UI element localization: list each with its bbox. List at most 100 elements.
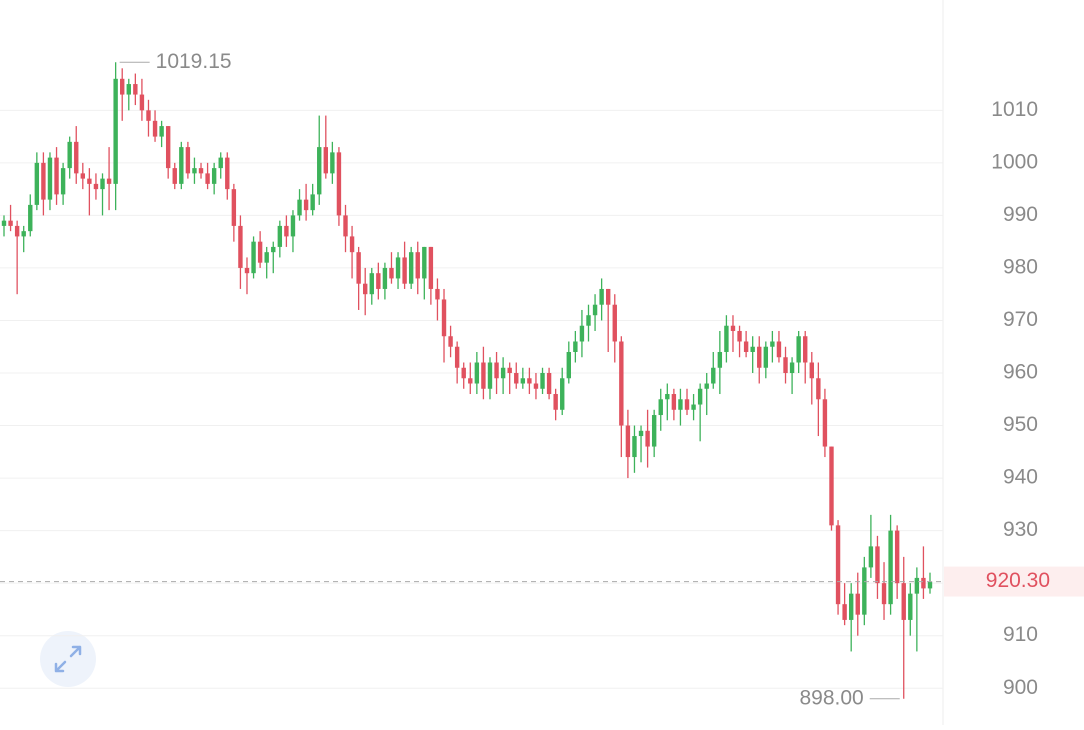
candle-body: [697, 388, 703, 405]
candle-body: [743, 341, 749, 352]
candle-body: [783, 357, 788, 374]
candle-body: [678, 399, 683, 410]
candle-body: [67, 141, 72, 169]
candle-body: [822, 399, 828, 447]
candle-body: [737, 330, 742, 342]
candle-body: [126, 84, 131, 95]
candle-body: [691, 404, 696, 410]
candle-body: [454, 346, 460, 368]
last-price-label: 920.30: [986, 569, 1050, 592]
candle-body: [875, 546, 880, 584]
candle-body: [152, 120, 158, 137]
candle-body: [290, 215, 296, 237]
candle-body: [422, 246, 427, 279]
candle-body: [14, 225, 20, 237]
y-tick-label: 980: [1003, 255, 1038, 278]
candle-body: [120, 78, 125, 95]
candle-body: [848, 593, 854, 620]
candle-body: [100, 178, 105, 190]
candle-body: [881, 583, 887, 605]
candle-body: [343, 215, 348, 237]
candle-body: [776, 341, 782, 358]
candle-body: [363, 283, 368, 295]
candle-body: [757, 346, 762, 368]
candle-body: [573, 341, 578, 352]
candle-body: [507, 367, 512, 374]
candle-body: [888, 530, 893, 605]
candle-body: [500, 367, 506, 379]
candle-body: [80, 173, 86, 179]
candle-body: [185, 147, 191, 174]
candle-body: [533, 383, 539, 389]
candle-body: [750, 346, 755, 352]
candle-body: [803, 336, 808, 363]
candle-body: [21, 231, 26, 237]
candle-body: [560, 378, 565, 410]
candle-body: [835, 525, 841, 605]
y-tick-label: 990: [1003, 203, 1038, 226]
candle-body: [671, 394, 677, 410]
candle-body: [165, 126, 171, 169]
candle-body: [376, 273, 381, 289]
candle-body: [264, 252, 269, 263]
candle-body: [908, 593, 913, 620]
candle-body: [540, 373, 545, 389]
candle-body: [218, 157, 223, 169]
candle-body: [927, 581, 933, 589]
candle-body: [566, 351, 571, 379]
expand-icon[interactable]: [54, 645, 82, 673]
candle-body: [855, 593, 860, 615]
y-tick-label: 950: [1003, 413, 1038, 436]
candle-body: [356, 252, 361, 284]
candle-body: [257, 241, 263, 263]
candle-body: [461, 367, 466, 379]
candle-body: [665, 394, 670, 400]
candle-body: [349, 236, 355, 253]
candle-body: [586, 315, 591, 326]
candle-body: [730, 325, 736, 331]
y-tick-label: 1010: [991, 98, 1038, 121]
y-tick-label: 900: [1003, 676, 1038, 699]
candle-body: [1, 220, 7, 226]
y-tick-label: 910: [1003, 623, 1038, 646]
candle-body: [60, 168, 66, 195]
candle-body: [789, 362, 795, 374]
candle-body: [632, 436, 637, 458]
candle-body: [93, 183, 99, 190]
candle-body: [468, 378, 473, 384]
candle-body: [297, 199, 302, 216]
candle-body: [41, 162, 46, 200]
candle-body: [487, 362, 493, 389]
candle-body: [448, 336, 453, 347]
candle-body: [894, 530, 900, 584]
candle-body: [914, 577, 920, 594]
y-tick-label: 960: [1003, 361, 1038, 384]
candle-body: [369, 273, 374, 295]
y-tick-label: 970: [1003, 308, 1038, 331]
candle-body: [605, 288, 611, 305]
candle-body: [54, 157, 59, 195]
candle-body: [474, 362, 480, 384]
candle-body: [330, 152, 335, 174]
candle-body: [159, 126, 164, 137]
y-tick-label: 1000: [991, 150, 1038, 173]
candle-body: [842, 604, 847, 620]
expand-button[interactable]: [40, 631, 96, 687]
candle-body: [323, 147, 329, 174]
candle-body: [415, 252, 420, 279]
expand-circle[interactable]: [40, 631, 96, 687]
candle-body: [192, 168, 197, 174]
candle-body: [599, 288, 604, 305]
candle-body: [238, 225, 243, 268]
candle-body: [441, 299, 447, 337]
candle-body: [139, 94, 145, 111]
candle-body: [179, 147, 184, 184]
candle-body: [408, 252, 414, 284]
candle-body: [704, 383, 709, 389]
candle-body: [303, 199, 309, 211]
candle-body: [389, 267, 394, 279]
candle-body: [921, 577, 926, 589]
candle-body: [816, 378, 821, 400]
candle-body: [684, 399, 690, 410]
